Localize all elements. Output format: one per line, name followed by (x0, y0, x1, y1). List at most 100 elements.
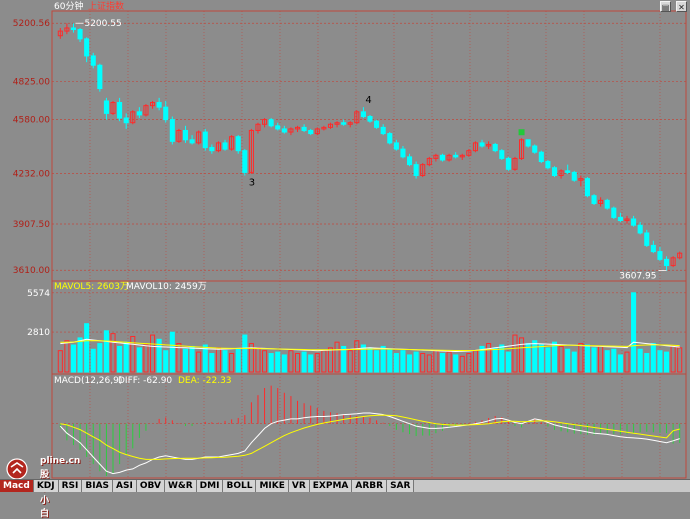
tab-dmi[interactable]: DMI (196, 480, 224, 492)
candle-up (426, 157, 432, 166)
volume-bar (604, 350, 610, 373)
volume-bar (143, 344, 149, 373)
low-price-label: 3607.95 (619, 272, 656, 282)
volume-bar (611, 348, 617, 373)
candle-down (77, 29, 83, 40)
candle-down (222, 142, 228, 150)
candle-up (321, 126, 327, 130)
close-button[interactable]: ✕ (676, 1, 687, 12)
volume-bar (466, 353, 472, 373)
volume-bar (130, 335, 136, 373)
candle-down (663, 258, 670, 267)
tab-arbr[interactable]: ARBR (352, 480, 388, 492)
candle-down (551, 167, 558, 177)
candle-down (84, 38, 90, 57)
candle-down (97, 64, 103, 90)
volume-bar (624, 351, 630, 373)
watermark-site: pline.cn (40, 456, 81, 466)
candle-up (466, 150, 472, 156)
volume-bar (380, 345, 386, 373)
panel-layout-button[interactable]: ▤ (660, 1, 671, 12)
candle-up (558, 170, 564, 177)
volume-legend-item: MAVOL5: 2603万 (54, 282, 129, 292)
tab-mike[interactable]: MIKE (256, 480, 289, 492)
volume-bar (327, 347, 334, 373)
candle-down (571, 171, 577, 181)
candle-down (644, 232, 650, 246)
price-panel-frame (51, 10, 687, 282)
volume-bar (637, 348, 643, 373)
tab-sar[interactable]: SAR (387, 480, 415, 492)
candle-down (492, 143, 498, 152)
volume-bar (591, 347, 597, 373)
price-axis-tick: 4580.00 (13, 116, 50, 126)
candle-down (479, 142, 485, 147)
volume-bar (512, 334, 518, 373)
tab-wr[interactable]: W&R (164, 480, 197, 492)
tab-boll[interactable]: BOLL (223, 480, 257, 492)
candle-up (433, 154, 439, 159)
volume-bar (479, 345, 485, 373)
tab-rsi[interactable]: RSI (58, 480, 83, 492)
tab-bias[interactable]: BIAS (82, 480, 114, 492)
candle-up (294, 126, 301, 130)
candle-down (617, 216, 623, 222)
candle-down (117, 102, 123, 119)
price-axis-tick: 4232.00 (13, 170, 50, 180)
candle-down (182, 129, 189, 141)
tab-obv[interactable]: OBV (136, 480, 165, 492)
volume-bar (156, 338, 162, 373)
high-price-label: 5200.55 (84, 19, 121, 29)
tab-vr[interactable]: VR (288, 480, 310, 492)
macd-legend-item: DIFF: -62.90 (118, 376, 172, 386)
candle-up (64, 27, 70, 32)
candle-down (525, 139, 531, 147)
volume-bar (196, 351, 202, 373)
volume-bar (584, 344, 590, 373)
tab-expma[interactable]: EXPMA (309, 480, 353, 492)
candle-up (248, 129, 254, 173)
volume-bar (433, 350, 439, 373)
candle-up (229, 136, 235, 150)
candle-up (512, 157, 518, 170)
tab-asi[interactable]: ASI (113, 480, 137, 492)
volume-bar (472, 350, 478, 373)
candle-up (486, 143, 492, 147)
candle-down (268, 119, 274, 127)
volume-bar (90, 348, 96, 373)
volume-bar (334, 341, 340, 373)
volume-bar (393, 353, 399, 373)
tab-kdj[interactable]: KDJ (33, 480, 59, 492)
volume-bar (103, 330, 109, 373)
tab-macd[interactable]: Macd (0, 480, 34, 492)
candle-down (189, 139, 195, 144)
volume-bar (663, 351, 670, 373)
macd-legend-item: DEA: -22.33 (178, 376, 232, 386)
candle-down (545, 161, 551, 169)
volume-bar (367, 347, 373, 373)
volume-bar (176, 343, 182, 373)
volume-bar (321, 350, 327, 373)
volume-bar (136, 347, 142, 373)
volume-bar (459, 355, 465, 373)
volume-bar (400, 350, 406, 373)
volume-bar (551, 341, 558, 373)
candle-up (327, 123, 334, 128)
candle-down (499, 150, 505, 159)
volume-bar (70, 344, 77, 373)
watermark-logo: pline.cn 股票小白 (6, 456, 80, 519)
candle-up (110, 102, 116, 114)
volume-bar (314, 353, 320, 373)
candle-down (637, 224, 643, 234)
volume-bar (262, 350, 268, 373)
candle-down (380, 126, 386, 135)
volume-bar (492, 347, 498, 373)
watermark-name: 股票小白 (40, 470, 50, 519)
macd-panel-frame (51, 373, 687, 479)
candle-down (156, 102, 162, 108)
volume-bar (202, 344, 208, 373)
volume-bar (77, 337, 83, 373)
macd-dea-line (60, 414, 680, 460)
candle-down (308, 129, 314, 135)
volume-bar (215, 347, 221, 373)
